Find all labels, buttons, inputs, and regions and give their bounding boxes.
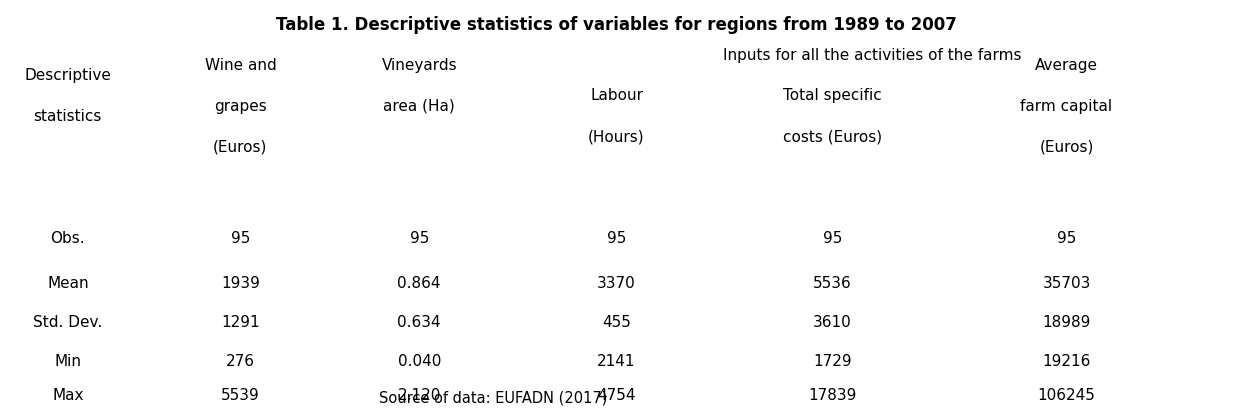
Text: statistics: statistics — [33, 109, 102, 124]
Text: 106245: 106245 — [1038, 388, 1095, 403]
Text: Average: Average — [1034, 58, 1099, 73]
Text: grapes: grapes — [215, 99, 266, 113]
Text: 5539: 5539 — [221, 388, 260, 403]
Text: (Hours): (Hours) — [588, 129, 645, 144]
Text: 35703: 35703 — [1042, 276, 1091, 291]
Text: 19216: 19216 — [1042, 354, 1091, 368]
Text: 5536: 5536 — [813, 276, 852, 291]
Text: Wine and: Wine and — [205, 58, 276, 73]
Text: 0.864: 0.864 — [397, 276, 441, 291]
Text: Total specific: Total specific — [783, 89, 882, 103]
Text: 2.120: 2.120 — [397, 388, 441, 403]
Text: 3370: 3370 — [597, 276, 636, 291]
Text: 1939: 1939 — [221, 276, 260, 291]
Text: 0.634: 0.634 — [397, 315, 441, 330]
Text: 0.040: 0.040 — [397, 354, 441, 368]
Text: 18989: 18989 — [1042, 315, 1091, 330]
Text: 95: 95 — [822, 231, 842, 246]
Text: Descriptive: Descriptive — [25, 68, 111, 83]
Text: Inputs for all the activities of the farms: Inputs for all the activities of the far… — [723, 48, 1022, 62]
Text: Std. Dev.: Std. Dev. — [33, 315, 102, 330]
Text: Labour: Labour — [591, 89, 642, 103]
Text: Obs.: Obs. — [51, 231, 85, 246]
Text: 1729: 1729 — [813, 354, 852, 368]
Text: 1291: 1291 — [221, 315, 260, 330]
Text: costs (Euros): costs (Euros) — [783, 129, 882, 144]
Text: (Euros): (Euros) — [1039, 140, 1094, 154]
Text: 276: 276 — [226, 354, 255, 368]
Text: area (Ha): area (Ha) — [383, 99, 455, 113]
Text: 95: 95 — [1057, 231, 1076, 246]
Text: 3610: 3610 — [813, 315, 852, 330]
Text: (Euros): (Euros) — [213, 140, 268, 154]
Text: Mean: Mean — [47, 276, 89, 291]
Text: 95: 95 — [607, 231, 626, 246]
Text: 17839: 17839 — [808, 388, 857, 403]
Text: Min: Min — [54, 354, 81, 368]
Text: 455: 455 — [602, 315, 631, 330]
Text: 4754: 4754 — [597, 388, 636, 403]
Text: 95: 95 — [409, 231, 429, 246]
Text: Table 1. Descriptive statistics of variables for regions from 1989 to 2007: Table 1. Descriptive statistics of varia… — [276, 16, 957, 34]
Text: Source of data: EUFADN (2017): Source of data: EUFADN (2017) — [379, 391, 608, 406]
Text: farm capital: farm capital — [1021, 99, 1112, 113]
Text: 2141: 2141 — [597, 354, 636, 368]
Text: 95: 95 — [231, 231, 250, 246]
Text: Max: Max — [52, 388, 84, 403]
Text: Vineyards: Vineyards — [381, 58, 457, 73]
